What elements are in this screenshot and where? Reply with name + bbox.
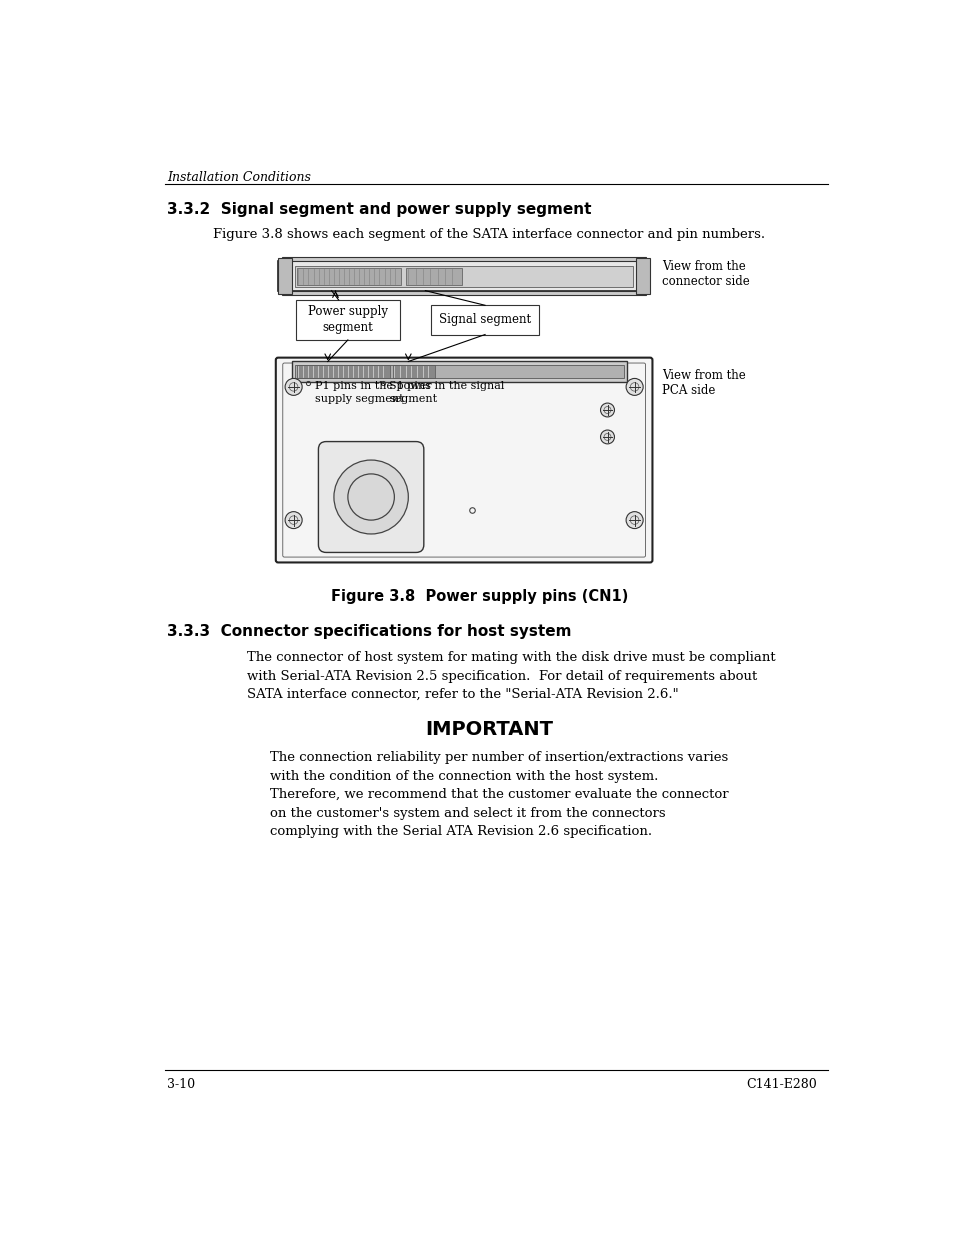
Bar: [296, 268, 401, 285]
Text: Signal segment: Signal segment: [438, 314, 531, 326]
Text: IMPORTANT: IMPORTANT: [424, 720, 553, 740]
Text: S1 pins in the signal
segment: S1 pins in the signal segment: [389, 380, 504, 404]
Bar: [278, 262, 649, 290]
Bar: [296, 366, 390, 378]
Text: P1 pins in the power
supply segment: P1 pins in the power supply segment: [315, 380, 432, 404]
Bar: [295, 300, 399, 340]
Text: Figure 3.8  Power supply pins (CN1): Figure 3.8 Power supply pins (CN1): [331, 589, 628, 604]
Circle shape: [285, 378, 302, 395]
Circle shape: [599, 430, 614, 443]
Bar: [282, 257, 645, 262]
Circle shape: [625, 511, 642, 529]
Text: View from the
PCA side: View from the PCA side: [661, 369, 744, 396]
Bar: [636, 258, 649, 294]
Bar: [294, 266, 633, 287]
Circle shape: [599, 403, 614, 417]
Text: 3.3.2  Signal segment and power supply segment: 3.3.2 Signal segment and power supply se…: [167, 203, 591, 217]
FancyBboxPatch shape: [318, 442, 423, 552]
Bar: [393, 366, 435, 378]
Text: Figure 3.8 shows each segment of the SATA interface connector and pin numbers.: Figure 3.8 shows each segment of the SAT…: [213, 227, 764, 241]
Text: The connector of host system for mating with the disk drive must be compliant
wi: The connector of host system for mating …: [247, 651, 775, 701]
Bar: [431, 305, 538, 335]
Bar: [294, 364, 623, 378]
Bar: [406, 268, 461, 285]
Text: Power supply
segment: Power supply segment: [308, 305, 388, 335]
Text: Installation Conditions: Installation Conditions: [167, 172, 311, 184]
FancyBboxPatch shape: [275, 358, 652, 562]
Circle shape: [625, 378, 642, 395]
Text: 3-10: 3-10: [167, 1078, 195, 1091]
Text: 3.3.3  Connector specifications for host system: 3.3.3 Connector specifications for host …: [167, 624, 571, 638]
Bar: [278, 258, 292, 294]
Bar: [292, 362, 626, 382]
Text: View from the
connector side: View from the connector side: [661, 259, 749, 288]
Text: C141-E280: C141-E280: [745, 1078, 816, 1091]
Bar: [282, 290, 645, 295]
Text: The connection reliability per number of insertion/extractions varies
with the c: The connection reliability per number of…: [270, 751, 728, 839]
Circle shape: [334, 461, 408, 534]
Circle shape: [285, 511, 302, 529]
